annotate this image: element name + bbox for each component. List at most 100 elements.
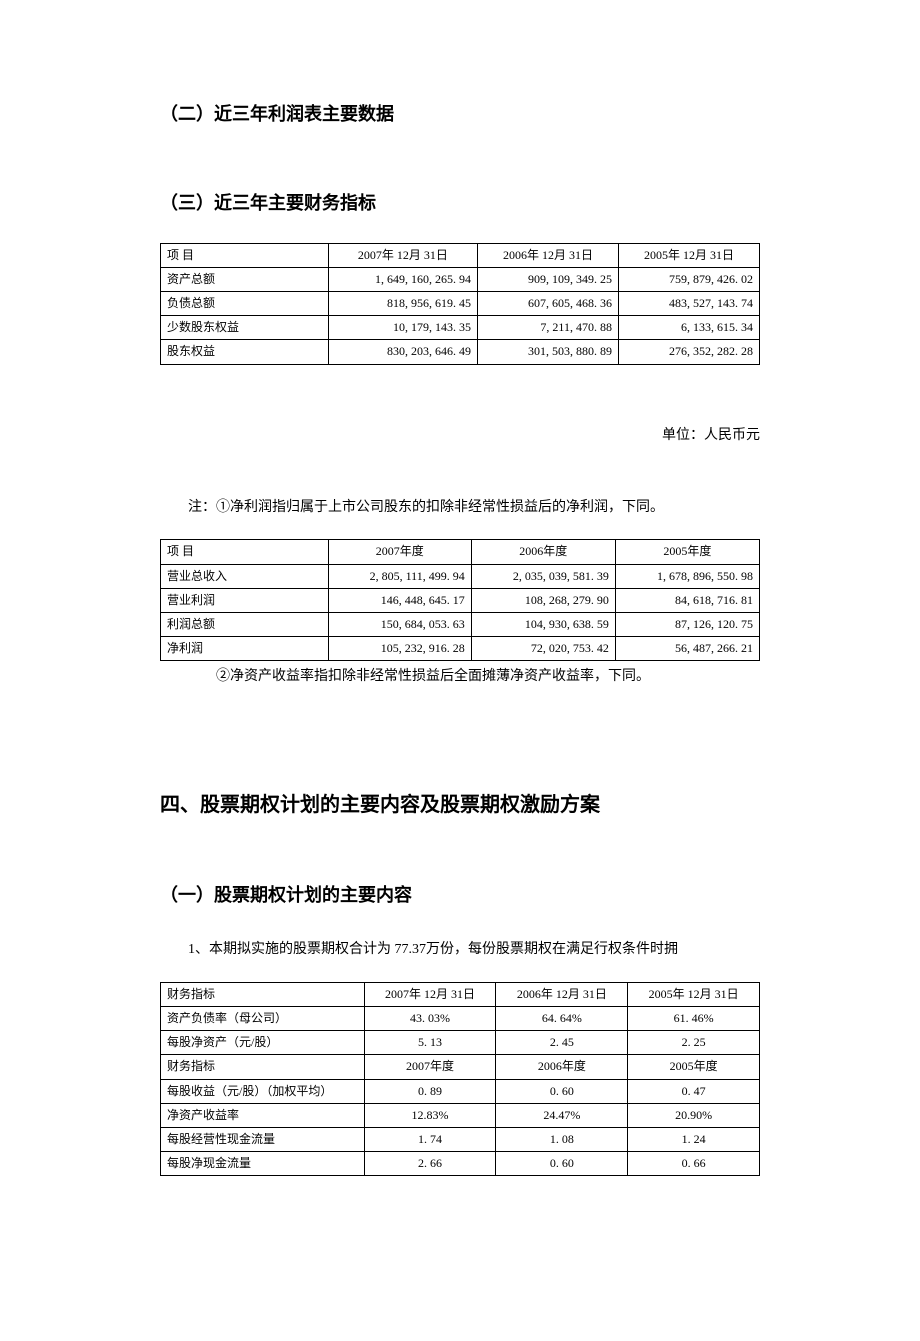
- table-header-cell: 2006年 12月 31日: [477, 243, 618, 267]
- table-cell: 150, 684, 053. 63: [328, 612, 471, 636]
- section-2-heading: （二）近三年利润表主要数据: [160, 100, 760, 129]
- table-cell: 6, 133, 615. 34: [618, 316, 759, 340]
- table-header-cell: 财务指标: [161, 1055, 365, 1079]
- table-cell: 0. 47: [628, 1079, 760, 1103]
- table-header-cell: 2006年度: [496, 1055, 628, 1079]
- table-cell: 43. 03%: [364, 1007, 496, 1031]
- table-header-cell: 项 目: [161, 540, 329, 564]
- table-cell: 1, 649, 160, 265. 94: [328, 267, 477, 291]
- table-cell: 1. 08: [496, 1127, 628, 1151]
- table-header-cell: 2007年度: [364, 1055, 496, 1079]
- table-row: 营业总收入 2, 805, 111, 499. 94 2, 035, 039, …: [161, 564, 760, 588]
- table-header-row: 项 目 2007年 12月 31日 2006年 12月 31日 2005年 12…: [161, 243, 760, 267]
- section-4-1-heading: （一）股票期权计划的主要内容: [160, 881, 760, 910]
- table-cell: 64. 64%: [496, 1007, 628, 1031]
- table-cell: 56, 487, 266. 21: [615, 637, 759, 661]
- table-cell: 24.47%: [496, 1103, 628, 1127]
- table-cell: 909, 109, 349. 25: [477, 267, 618, 291]
- table-cell: 276, 352, 282. 28: [618, 340, 759, 364]
- table-header-cell: 2005年 12月 31日: [618, 243, 759, 267]
- table-cell: 2. 25: [628, 1031, 760, 1055]
- table-cell: 7, 211, 470. 88: [477, 316, 618, 340]
- table-header-cell: 2006年 12月 31日: [496, 982, 628, 1006]
- table-header-cell: 2005年度: [628, 1055, 760, 1079]
- table-cell: 5. 13: [364, 1031, 496, 1055]
- table-cell: 1, 678, 896, 550. 98: [615, 564, 759, 588]
- table-cell: 607, 605, 468. 36: [477, 291, 618, 315]
- table-header-cell: 2005年 12月 31日: [628, 982, 760, 1006]
- table-cell: 61. 46%: [628, 1007, 760, 1031]
- table-row: 负债总额 818, 956, 619. 45 607, 605, 468. 36…: [161, 291, 760, 315]
- table-header-row: 财务指标 2007年度 2006年度 2005年度: [161, 1055, 760, 1079]
- table-row: 股东权益 830, 203, 646. 49 301, 503, 880. 89…: [161, 340, 760, 364]
- table-cell: 301, 503, 880. 89: [477, 340, 618, 364]
- table-row: 净利润 105, 232, 916. 28 72, 020, 753. 42 5…: [161, 637, 760, 661]
- table-cell: 每股净资产（元/股）: [161, 1031, 365, 1055]
- note-2: ②净资产收益率指扣除非经常性损益后全面摊薄净资产收益率，下同。: [160, 666, 760, 688]
- table-row: 资产总额 1, 649, 160, 265. 94 909, 109, 349.…: [161, 267, 760, 291]
- table-cell: 少数股东权益: [161, 316, 329, 340]
- table-cell: 87, 126, 120. 75: [615, 612, 759, 636]
- table-cell: 105, 232, 916. 28: [328, 637, 471, 661]
- table-row: 每股经营性现金流量 1. 74 1. 08 1. 24: [161, 1127, 760, 1151]
- note-1: 注：①净利润指归属于上市公司股东的扣除非经常性损益后的净利润，下同。: [160, 497, 760, 519]
- table-header-cell: 2005年度: [615, 540, 759, 564]
- section-3-heading: （三）近三年主要财务指标: [160, 189, 760, 218]
- table-header-cell: 财务指标: [161, 982, 365, 1006]
- table-header-cell: 2007年 12月 31日: [364, 982, 496, 1006]
- table-cell: 0. 66: [628, 1152, 760, 1176]
- table-row: 利润总额 150, 684, 053. 63 104, 930, 638. 59…: [161, 612, 760, 636]
- table-cell: 10, 179, 143. 35: [328, 316, 477, 340]
- table-row: 每股净资产（元/股） 5. 13 2. 45 2. 25: [161, 1031, 760, 1055]
- table-cell: 1. 24: [628, 1127, 760, 1151]
- table-cell: 营业利润: [161, 588, 329, 612]
- table-cell: 72, 020, 753. 42: [471, 637, 615, 661]
- body-paragraph-1: 1、本期拟实施的股票期权合计为 77.37万份，每份股票期权在满足行权条件时拥: [160, 939, 760, 961]
- table-header-cell: 2007年度: [328, 540, 471, 564]
- table-cell: 20.90%: [628, 1103, 760, 1127]
- table-cell: 483, 527, 143. 74: [618, 291, 759, 315]
- table-cell: 营业总收入: [161, 564, 329, 588]
- table-cell: 净资产收益率: [161, 1103, 365, 1127]
- table-cell: 1. 74: [364, 1127, 496, 1151]
- table-row: 营业利润 146, 448, 645. 17 108, 268, 279. 90…: [161, 588, 760, 612]
- section-4-heading: 四、股票期权计划的主要内容及股票期权激励方案: [160, 789, 760, 821]
- table-cell: 利润总额: [161, 612, 329, 636]
- table-cell: 资产负债率（母公司）: [161, 1007, 365, 1031]
- table-cell: 净利润: [161, 637, 329, 661]
- table-cell: 84, 618, 716. 81: [615, 588, 759, 612]
- table-row: 每股净现金流量 2. 66 0. 60 0. 66: [161, 1152, 760, 1176]
- table-cell: 12.83%: [364, 1103, 496, 1127]
- table-cell: 759, 879, 426. 02: [618, 267, 759, 291]
- table-row: 每股收益（元/股）（加权平均） 0. 89 0. 60 0. 47: [161, 1079, 760, 1103]
- table-cell: 2, 805, 111, 499. 94: [328, 564, 471, 588]
- table-header-cell: 2006年度: [471, 540, 615, 564]
- table-cell: 2, 035, 039, 581. 39: [471, 564, 615, 588]
- unit-label: 单位：人民币元: [160, 425, 760, 447]
- table-cell: 2. 45: [496, 1031, 628, 1055]
- table-cell: 0. 60: [496, 1152, 628, 1176]
- table-cell: 146, 448, 645. 17: [328, 588, 471, 612]
- balance-sheet-table: 项 目 2007年 12月 31日 2006年 12月 31日 2005年 12…: [160, 243, 760, 365]
- table-cell: 0. 60: [496, 1079, 628, 1103]
- table-cell: 108, 268, 279. 90: [471, 588, 615, 612]
- table-cell: 2. 66: [364, 1152, 496, 1176]
- table-cell: 负债总额: [161, 291, 329, 315]
- financial-indicators-table: 财务指标 2007年 12月 31日 2006年 12月 31日 2005年 1…: [160, 982, 760, 1177]
- table-row: 净资产收益率 12.83% 24.47% 20.90%: [161, 1103, 760, 1127]
- table-cell: 每股净现金流量: [161, 1152, 365, 1176]
- table-header-row: 项 目 2007年度 2006年度 2005年度: [161, 540, 760, 564]
- table-row: 资产负债率（母公司） 43. 03% 64. 64% 61. 46%: [161, 1007, 760, 1031]
- table-cell: 0. 89: [364, 1079, 496, 1103]
- table-header-cell: 2007年 12月 31日: [328, 243, 477, 267]
- table-header-row: 财务指标 2007年 12月 31日 2006年 12月 31日 2005年 1…: [161, 982, 760, 1006]
- table-cell: 818, 956, 619. 45: [328, 291, 477, 315]
- table-cell: 资产总额: [161, 267, 329, 291]
- table-cell: 每股经营性现金流量: [161, 1127, 365, 1151]
- table-cell: 830, 203, 646. 49: [328, 340, 477, 364]
- table-cell: 股东权益: [161, 340, 329, 364]
- table-header-cell: 项 目: [161, 243, 329, 267]
- table-row: 少数股东权益 10, 179, 143. 35 7, 211, 470. 88 …: [161, 316, 760, 340]
- table-cell: 每股收益（元/股）（加权平均）: [161, 1079, 365, 1103]
- income-statement-table: 项 目 2007年度 2006年度 2005年度 营业总收入 2, 805, 1…: [160, 539, 760, 661]
